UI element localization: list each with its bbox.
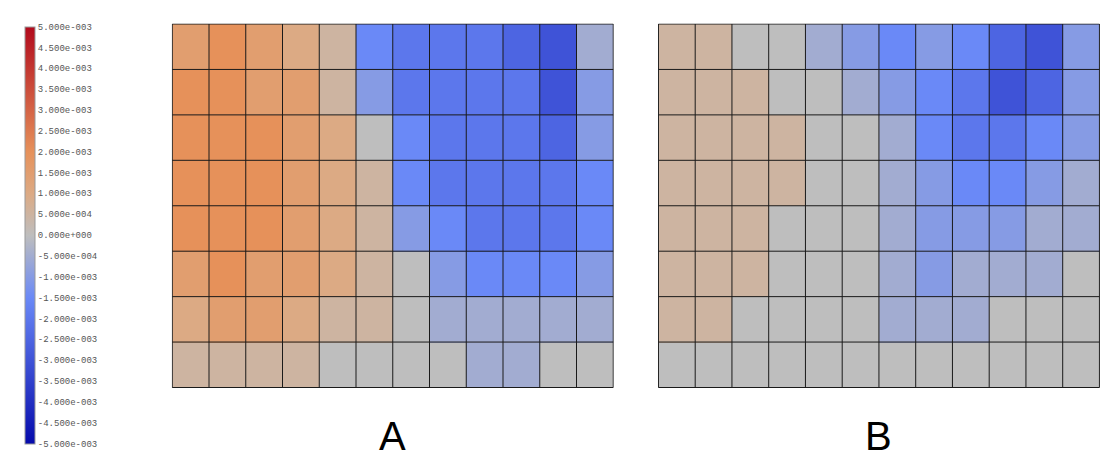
svg-text:-3.000e-003: -3.000e-003 (38, 356, 97, 366)
svg-text:-4.000e-003: -4.000e-003 (38, 398, 97, 408)
svg-text:-1.500e-003: -1.500e-003 (38, 294, 97, 304)
svg-text:3.000e-003: 3.000e-003 (38, 106, 92, 116)
svg-text:-5.000e-004: -5.000e-004 (38, 252, 97, 262)
svg-text:1.000e-003: 1.000e-003 (38, 189, 92, 199)
svg-text:-1.000e-003: -1.000e-003 (38, 273, 97, 283)
svg-text:0.000e+000: 0.000e+000 (38, 231, 92, 241)
svg-text:A: A (379, 414, 406, 458)
svg-text:2.500e-003: 2.500e-003 (38, 127, 92, 137)
svg-text:-5.000e-003: -5.000e-003 (38, 440, 97, 450)
svg-text:4.000e-003: 4.000e-003 (38, 64, 92, 74)
svg-text:5.000e-004: 5.000e-004 (38, 210, 92, 220)
svg-text:4.500e-003: 4.500e-003 (38, 44, 92, 54)
svg-text:-3.500e-003: -3.500e-003 (38, 377, 97, 387)
svg-text:5.000e-003: 5.000e-003 (38, 23, 92, 33)
svg-text:-2.500e-003: -2.500e-003 (38, 335, 97, 345)
svg-text:-4.500e-003: -4.500e-003 (38, 419, 97, 429)
svg-text:3.500e-003: 3.500e-003 (38, 85, 92, 95)
svg-text:-2.000e-003: -2.000e-003 (38, 315, 97, 325)
svg-text:B: B (865, 414, 892, 458)
svg-text:1.500e-003: 1.500e-003 (38, 169, 92, 179)
svg-text:2.000e-003: 2.000e-003 (38, 148, 92, 158)
